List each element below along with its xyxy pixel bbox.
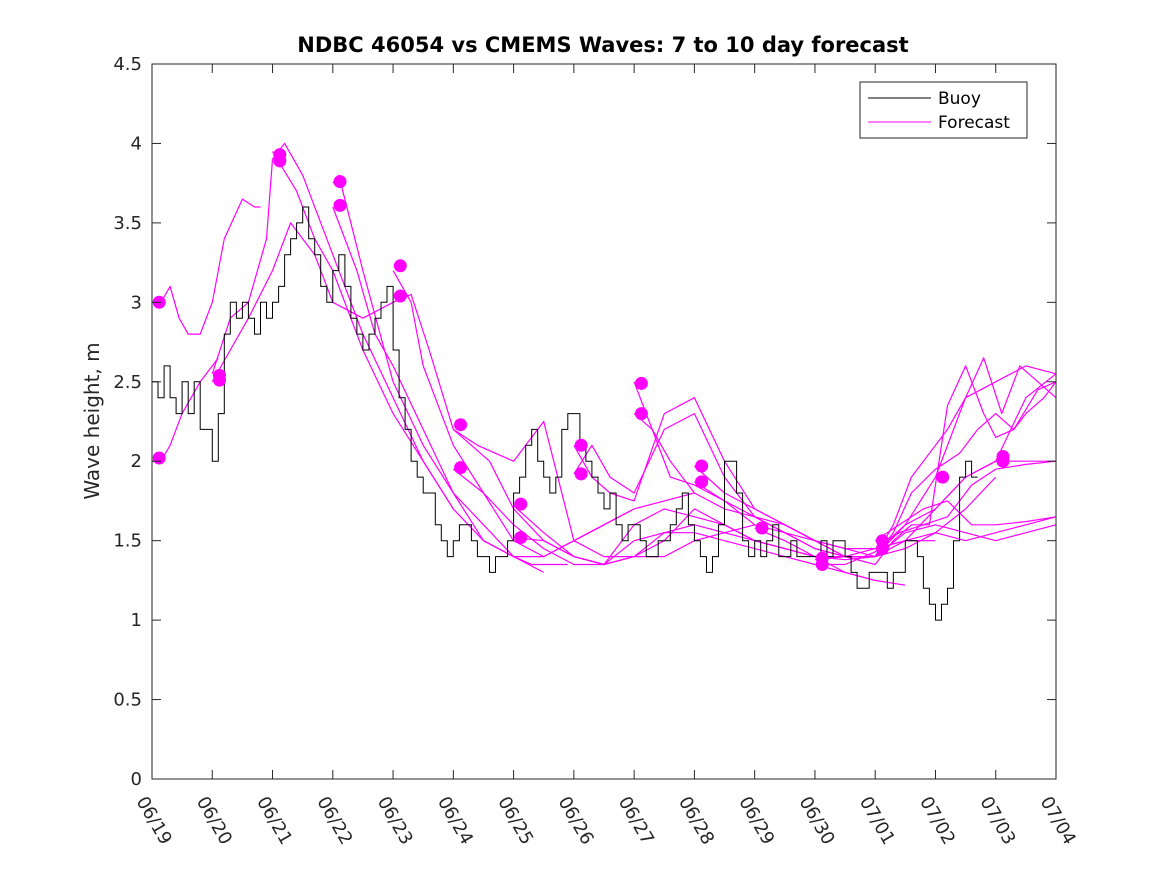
y-tick-label: 3.5 — [113, 213, 142, 234]
forecast-marker-16 — [574, 467, 588, 481]
forecast-marker-26 — [936, 470, 950, 484]
buoy-line — [152, 206, 978, 621]
plot-background — [152, 64, 1056, 779]
y-tick-label: 0 — [131, 769, 142, 790]
plot-frame — [151, 63, 1057, 780]
forecast-marker-8 — [333, 198, 347, 212]
y-axis: 0 0.5 1 1.5 2 2.5 3 3.5 4 4.5 — [113, 54, 1056, 790]
y-tick-label: 4.5 — [113, 54, 142, 75]
y-tick-label: 2 — [131, 451, 142, 472]
y-tick-label: 2.5 — [113, 372, 142, 393]
forecast-marker-23 — [815, 558, 829, 571]
forecast-marker-15 — [574, 438, 588, 452]
forecast-marker-2 — [152, 451, 166, 465]
forecast-marker-20 — [695, 475, 709, 489]
forecast-marker-14 — [514, 531, 528, 544]
forecast-marker-9 — [393, 259, 407, 273]
legend-forecast-label: Forecast — [938, 113, 1010, 133]
forecast-line-3 — [211, 222, 394, 383]
forecast-marker-28 — [996, 454, 1010, 468]
forecast-line-9 — [392, 293, 755, 558]
forecast-marker-4 — [213, 373, 226, 387]
forecast-line-21 — [814, 381, 1057, 561]
y-axis-label: Wave height, m — [80, 342, 104, 499]
y-tick-label: 4 — [131, 133, 142, 154]
forecast-marker-25 — [875, 542, 889, 556]
forecast-line-2 — [152, 198, 261, 335]
forecast-marker-7 — [333, 175, 347, 189]
y-tick-label: 0.5 — [113, 690, 142, 711]
legend-box — [859, 81, 1028, 139]
forecast-line-4 — [211, 142, 454, 510]
y-tick-label: 1.5 — [113, 531, 142, 552]
forecast-marker-18 — [634, 407, 648, 421]
forecast-marker-6 — [273, 154, 287, 168]
forecast-marker-21 — [755, 521, 769, 535]
marker-layer — [152, 148, 1010, 571]
forecast-marker-19 — [695, 459, 709, 473]
chart-title: NDBC 46054 vs CMEMS Waves: 7 to 10 day f… — [297, 33, 908, 57]
plot-area — [151, 63, 1057, 780]
forecast-marker-17 — [634, 376, 648, 390]
forecast-marker-13 — [514, 497, 528, 511]
legend: Buoy Forecast — [859, 81, 1028, 139]
y-tick-label: 3 — [131, 292, 142, 313]
forecast-marker-10 — [393, 289, 407, 303]
forecast-marker-12 — [454, 461, 468, 475]
forecast-line-8 — [392, 270, 695, 558]
legend-buoy-label: Buoy — [938, 89, 981, 109]
forecast-line-22 — [814, 365, 1057, 566]
forecast-marker-11 — [454, 418, 468, 432]
forecast-line-18 — [693, 357, 1057, 558]
y-tick-label: 1 — [131, 610, 142, 631]
